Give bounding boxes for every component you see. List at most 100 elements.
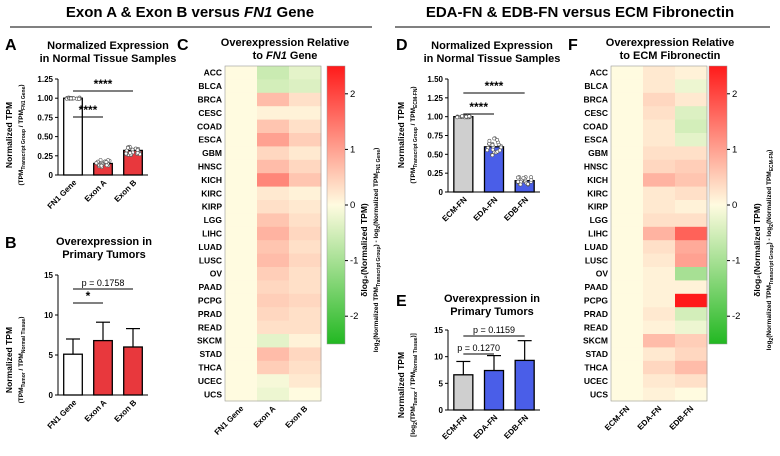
panel-e-ytick-label: 15 [434, 326, 443, 335]
panel-c-heatmap-cell [257, 159, 290, 174]
panel-d-ytick-label: 0.50 [427, 150, 443, 159]
panel-f-heatmap-cell [643, 186, 676, 201]
panel-f-heatmap-cell [675, 347, 708, 362]
panel-f-row-label: PCPG [584, 296, 608, 306]
panel-f-row-label: STAD [585, 349, 608, 359]
panel-f-heatmap-cell [675, 106, 708, 121]
panel-c-row-label: ACC [204, 68, 222, 78]
panel-c-heatmap-cell [225, 240, 258, 255]
panel-c-row-label: READ [198, 322, 222, 332]
panel-c-heatmap-cell [225, 280, 258, 295]
panel-f-heatmap-cell [643, 334, 676, 348]
panel-c-heatmap-cell [225, 173, 258, 188]
panel-f-heatmap-cell [611, 320, 644, 335]
panel-f-row-label: UCEC [584, 376, 608, 386]
panel-letter-d: D [396, 37, 408, 54]
panel-a-data-point [104, 160, 109, 164]
panel-f-row-label: PAAD [585, 282, 608, 292]
panel-e-bar [483, 369, 505, 411]
panel-c-heatmap-cell [225, 374, 258, 389]
panel-f-heatmap-cell [675, 267, 708, 281]
panel-a-ytick-label: 0.50 [37, 133, 53, 142]
panel-f-heatmap-cell [675, 226, 708, 241]
panel-d-category-label: EDA-FN [472, 195, 500, 223]
panel-c-row-label: GBM [202, 148, 222, 158]
panel-c-row-label: CESC [198, 108, 222, 118]
panel-letter-f: F [568, 37, 578, 54]
panel-f-heatmap-cell [643, 387, 676, 402]
panel-f-heatmap-cell [611, 360, 644, 375]
svg-text:(TPMTranscript Group / TPMFN1: (TPMTranscript Group / TPMFN1 Gene) [18, 84, 27, 185]
panel-a-data-point [98, 158, 103, 162]
panel-f-colorbar-tick-label: 1 [732, 144, 737, 155]
panel-c-heatmap-cell [257, 360, 290, 375]
panel-f-heatmap-cell [675, 92, 708, 107]
colorbar-f-label: δlog₂(Normalized TPM) log2(Normalized TP… [752, 150, 775, 351]
panel-f-heatmap-cell [611, 307, 644, 322]
panel-d-data-point [487, 138, 492, 143]
panel-c-heatmap-cell [225, 186, 258, 201]
panel-f-title-line2: to ECM Fibronectin [620, 50, 721, 62]
panel-c-row-label: LGG [204, 215, 223, 225]
panel-c-row-label: BRCA [197, 95, 222, 105]
header-right: EDA-FN & EDB-FN versus ECM Fibronectin [426, 4, 734, 21]
panel-c-heatmap-cell [289, 240, 322, 255]
panel-c-heatmap-cell [289, 360, 322, 375]
panel-f-heatmap-cell [675, 293, 708, 308]
panel-d-data-point [455, 115, 460, 120]
panel-f-heatmap-cell [611, 293, 644, 308]
panel-f-heatmap-cell [675, 307, 708, 322]
panel-c-colorbar-tick-label: 2 [350, 89, 355, 100]
panel-f-row-label: ACC [590, 68, 608, 78]
panel-c-heatmap-cell [257, 253, 290, 268]
panel-c-heatmap-cell [257, 293, 290, 308]
panel-c-heatmap-cell [257, 186, 290, 201]
panel-c-heatmap-cell [289, 253, 322, 268]
panel-d-data-point [495, 137, 500, 142]
panel-f-heatmap-cell [643, 159, 676, 174]
panel-d-data-point [490, 143, 495, 147]
panel-c-column-label: Exon A [252, 404, 278, 430]
panel-f-row-label: HNSC [584, 162, 608, 172]
panel-f-heatmap-cell [675, 133, 708, 147]
panel-f-row-label: BLCA [584, 81, 608, 91]
panel-f-heatmap-cell [675, 159, 708, 174]
panel-f-heatmap-cell [611, 133, 644, 147]
panel-a-data-point [128, 151, 133, 155]
panel-c-row-label: OV [210, 269, 223, 279]
panel-c-heatmap-cell [289, 280, 322, 295]
panel-c-title-line2: to FN1 Gene [253, 50, 318, 62]
panel-f-heatmap-cell [675, 320, 708, 335]
panel-d-ytick-label: 0 [439, 188, 444, 197]
panel-c-heatmap-cell [257, 387, 290, 402]
panel-f-heatmap-cell [643, 307, 676, 322]
panel-c-row-label: KIRC [201, 188, 222, 198]
panel-c-heatmap-cell [225, 320, 258, 335]
panel-a-significance-label: **** [79, 103, 98, 117]
panel-e-ylabel: Normalized TPM [log2(TPMTumor / TPMNorma… [396, 333, 419, 437]
panel-d-ytick-label: 1.50 [427, 75, 443, 84]
panel-c-heatmap-cell [289, 374, 322, 389]
panel-f-heatmap-cell [643, 320, 676, 335]
panel-c-heatmap-cell [225, 226, 258, 241]
panel-e-ytick-label: 10 [434, 353, 443, 362]
panel-f-heatmap-cell [675, 186, 708, 201]
panel-f-heatmap-cell [643, 360, 676, 375]
panel-d-bar [453, 116, 474, 193]
panel-a-chart: 0 0.25 0.50 0.75 1.00 1.25 FN1 Gene Exon A Exon … [37, 75, 148, 211]
panel-b-title-line1: Overexpression in [56, 236, 152, 248]
panel-f-heatmap-cell [675, 387, 708, 402]
panel-c-heatmap-cell [289, 226, 322, 241]
panel-f-heatmap-cell [675, 374, 708, 389]
panel-c-row-label: THCA [198, 363, 222, 373]
panel-e-title-line2: Primary Tumors [450, 306, 534, 318]
panel-a-category-label: FN1 Gene [46, 178, 79, 211]
panel-f-column-label: EDB-FN [668, 404, 696, 432]
panel-f-heatmap-cell [675, 119, 708, 134]
panel-c-heatmap-cell [289, 92, 322, 107]
panel-f-heatmap-cell [611, 226, 644, 241]
panel-d-data-point [497, 148, 502, 153]
panel-a-ytick-label: 0 [49, 171, 54, 180]
panel-d-significance-label: **** [485, 79, 504, 93]
panel-b-significance-label: * [86, 289, 91, 303]
